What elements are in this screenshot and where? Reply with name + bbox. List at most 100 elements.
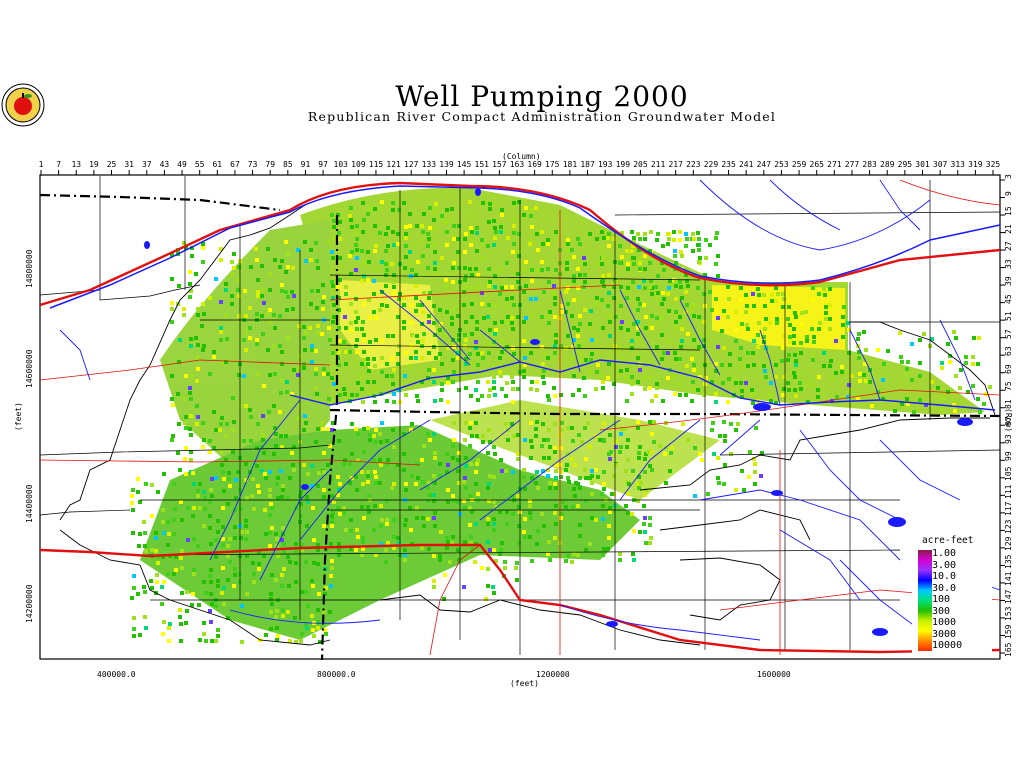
well-cell <box>500 286 504 290</box>
well-cell <box>546 394 550 398</box>
well-cell <box>612 382 616 386</box>
well-cell <box>492 475 496 479</box>
well-cell <box>886 349 890 353</box>
well-cell <box>830 377 834 381</box>
well-cell <box>214 538 218 542</box>
well-cell <box>666 242 670 246</box>
well-cell <box>184 621 188 625</box>
well-cell <box>642 522 646 526</box>
well-cell <box>144 549 148 553</box>
well-cell <box>524 316 528 320</box>
well-cell <box>170 277 174 281</box>
well-cell <box>262 301 266 305</box>
well-cell <box>251 477 255 481</box>
well-cell <box>540 230 544 234</box>
well-cell <box>607 244 611 248</box>
well-cell <box>184 415 188 419</box>
well-cell <box>786 381 790 385</box>
well-cell <box>590 481 594 485</box>
well-cell <box>462 480 466 484</box>
well-cell <box>337 553 341 557</box>
well-cell <box>492 340 496 344</box>
well-cell <box>714 310 718 314</box>
well-cell <box>642 504 646 508</box>
well-cell <box>414 482 418 486</box>
well-cell <box>390 486 394 490</box>
well-cell <box>272 452 276 456</box>
well-cell <box>326 463 330 467</box>
well-cell <box>221 543 225 547</box>
well-cell <box>464 232 468 236</box>
well-cell <box>673 392 677 396</box>
well-cell <box>244 478 248 482</box>
well-cell <box>817 327 821 331</box>
well-cell <box>420 303 424 307</box>
well-cell <box>266 312 270 316</box>
well-cell <box>669 451 673 455</box>
well-cell <box>332 303 336 307</box>
well-cell <box>214 277 218 281</box>
well-cell <box>311 584 315 588</box>
well-cell <box>516 452 520 456</box>
well-cell <box>396 315 400 319</box>
well-cell <box>722 420 726 424</box>
well-cell <box>578 273 582 277</box>
well-cell <box>515 578 519 582</box>
well-cell <box>385 462 389 466</box>
well-cell <box>212 410 216 414</box>
well-cell <box>433 524 437 528</box>
well-cell <box>606 304 610 308</box>
well-cell <box>349 547 353 551</box>
well-cell <box>542 524 546 528</box>
well-cell <box>786 317 790 321</box>
well-cell <box>708 243 712 247</box>
well-cell <box>793 388 797 392</box>
well-cell <box>404 393 408 397</box>
well-cell <box>774 299 778 303</box>
well-cell <box>678 382 682 386</box>
well-cell <box>328 610 332 614</box>
x-feet-tick-1200000: 1200000 <box>536 670 570 679</box>
well-cell <box>354 475 358 479</box>
well-cell <box>360 362 364 366</box>
well-cell <box>751 351 755 355</box>
well-cell <box>221 506 225 510</box>
well-cell <box>648 420 652 424</box>
well-cell <box>391 208 395 212</box>
well-cell <box>434 202 438 206</box>
well-cell <box>255 338 259 342</box>
well-cell <box>505 320 509 324</box>
well-cell <box>910 342 914 346</box>
well-cell <box>650 468 654 472</box>
well-cell <box>788 335 792 339</box>
well-cell <box>390 374 394 378</box>
well-cell <box>534 427 538 431</box>
well-cell <box>378 481 382 485</box>
well-cell <box>487 267 491 271</box>
well-cell <box>432 368 436 372</box>
well-cell <box>350 422 354 426</box>
column-tick-label: 91 <box>300 160 311 169</box>
well-cell <box>607 291 611 295</box>
well-cell <box>432 474 436 478</box>
well-cell <box>444 333 448 337</box>
well-cell <box>686 438 690 442</box>
well-cell <box>516 387 520 391</box>
well-cell <box>474 470 478 474</box>
well-cell <box>433 207 437 211</box>
well-cell <box>793 375 797 379</box>
well-cell <box>349 206 353 210</box>
well-cell <box>649 536 653 540</box>
well-cell <box>368 207 372 211</box>
well-cell <box>636 332 640 336</box>
well-cell <box>528 242 532 246</box>
well-cell <box>233 573 237 577</box>
well-cell <box>744 310 748 314</box>
well-cell <box>540 444 544 448</box>
well-cell <box>451 380 455 384</box>
well-cell <box>269 627 273 631</box>
well-cell <box>648 322 652 326</box>
well-cell <box>292 368 296 372</box>
well-cell <box>385 304 389 308</box>
well-cell <box>577 433 581 437</box>
